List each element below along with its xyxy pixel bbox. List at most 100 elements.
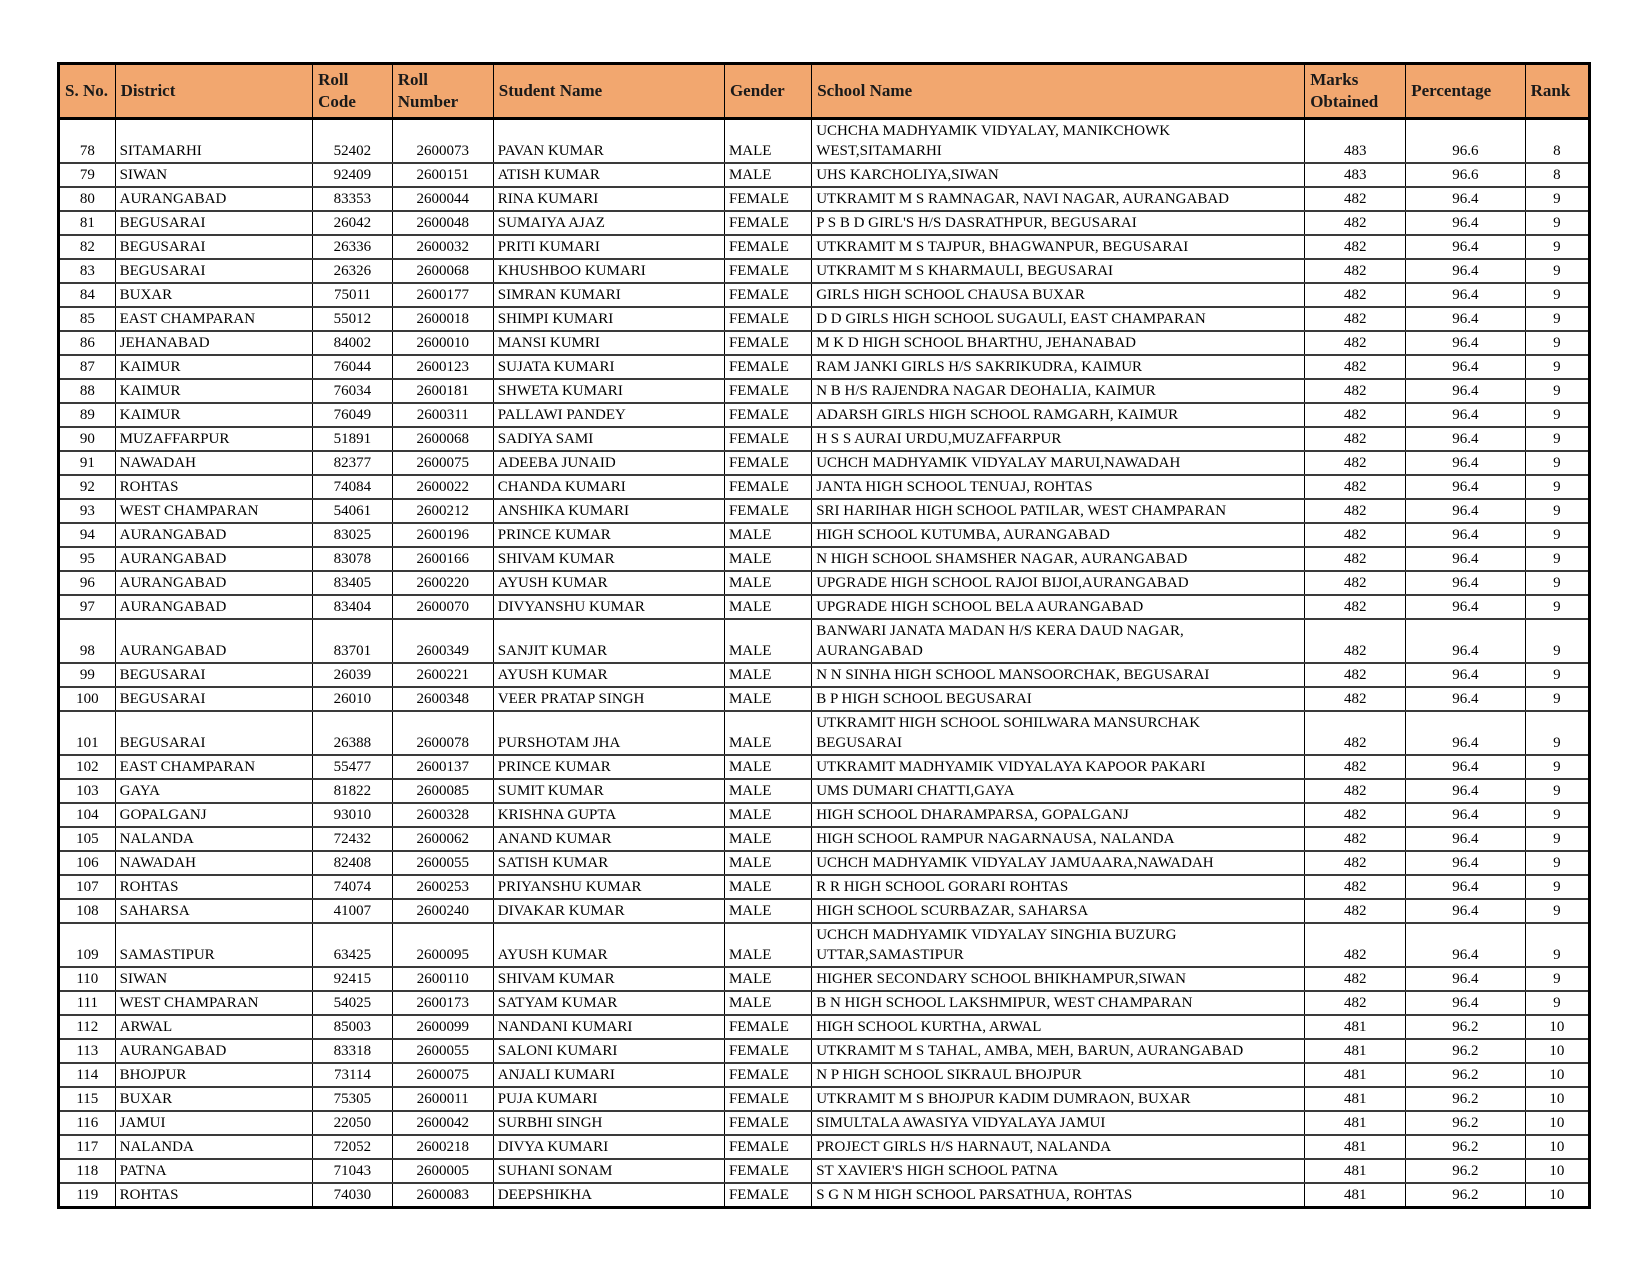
cell-roll_code: 83025 (312, 522, 393, 548)
cell-rank: 9 (1524, 426, 1591, 452)
cell-student_name: DIVYANSHU KUMAR (492, 594, 725, 620)
cell-sno: 119 (58, 1182, 116, 1209)
cell-roll_number: 2600032 (391, 234, 494, 260)
cell-sno: 86 (58, 330, 116, 356)
cell-marks: 482 (1304, 330, 1407, 356)
cell-sno: 85 (58, 306, 116, 332)
cell-gender: FEMALE (723, 306, 813, 332)
cell-district: JAMUI (114, 1110, 314, 1136)
cell-student_name: SHIVAM KUMAR (492, 966, 725, 992)
cell-school_name: N P HIGH SCHOOL SIKRAUL BHOJPUR (811, 1062, 1306, 1088)
cell-marks: 482 (1304, 618, 1407, 664)
cell-gender: FEMALE (723, 1014, 813, 1040)
cell-roll_code: 74074 (312, 874, 393, 900)
cell-rank: 9 (1524, 522, 1591, 548)
cell-district: GOPALGANJ (114, 802, 314, 828)
cell-percentage: 96.2 (1405, 1086, 1526, 1112)
cell-roll_code: 26336 (312, 234, 393, 260)
cell-student_name: ANJALI KUMARI (492, 1062, 725, 1088)
cell-percentage: 96.2 (1405, 1062, 1526, 1088)
cell-roll_number: 2600099 (391, 1014, 494, 1040)
cell-sno: 102 (58, 754, 116, 780)
cell-school_name: HIGH SCHOOL KURTHA, ARWAL (811, 1014, 1306, 1040)
cell-district: BHOJPUR (114, 1062, 314, 1088)
table-header: S. No. District Roll Code Roll Number St… (58, 63, 1591, 120)
cell-school_name: RAM JANKI GIRLS H/S SAKRIKUDRA, KAIMUR (811, 354, 1306, 380)
cell-sno: 87 (58, 354, 116, 380)
cell-roll_code: 55477 (312, 754, 393, 780)
cell-sno: 89 (58, 402, 116, 428)
cell-sno: 109 (58, 922, 116, 968)
header-roll-number: Roll Number (391, 63, 494, 120)
cell-percentage: 96.4 (1405, 354, 1526, 380)
cell-district: NALANDA (114, 826, 314, 852)
cell-sno: 93 (58, 498, 116, 524)
cell-school_name: N B H/S RAJENDRA NAGAR DEOHALIA, KAIMUR (811, 378, 1306, 404)
cell-student_name: VEER PRATAP SINGH (492, 686, 725, 712)
cell-roll_code: 72052 (312, 1134, 393, 1160)
cell-marks: 482 (1304, 282, 1407, 308)
cell-marks: 482 (1304, 570, 1407, 596)
cell-gender: FEMALE (723, 1158, 813, 1184)
cell-sno: 111 (58, 990, 116, 1016)
cell-roll_code: 82377 (312, 450, 393, 476)
cell-gender: FEMALE (723, 402, 813, 428)
cell-roll_code: 83404 (312, 594, 393, 620)
cell-gender: MALE (723, 522, 813, 548)
cell-gender: FEMALE (723, 474, 813, 500)
cell-sno: 99 (58, 662, 116, 688)
cell-sno: 103 (58, 778, 116, 804)
cell-roll_code: 26039 (312, 662, 393, 688)
cell-student_name: ADEEBA JUNAID (492, 450, 725, 476)
cell-district: AURANGABAD (114, 186, 314, 212)
cell-rank: 10 (1524, 1062, 1591, 1088)
cell-percentage: 96.4 (1405, 922, 1526, 968)
cell-district: BEGUSARAI (114, 662, 314, 688)
cell-sno: 95 (58, 546, 116, 572)
cell-percentage: 96.4 (1405, 686, 1526, 712)
cell-school_name: UTKRAMIT M S TAJPUR, BHAGWANPUR, BEGUSAR… (811, 234, 1306, 260)
cell-rank: 9 (1524, 990, 1591, 1016)
cell-school_name: ST XAVIER'S HIGH SCHOOL PATNA (811, 1158, 1306, 1184)
cell-rank: 9 (1524, 618, 1591, 664)
table-row: 119 ROHTAS 74030 2600083 DEEPSHIKHA FEMALE S G… (58, 1182, 1591, 1209)
cell-rank: 9 (1524, 662, 1591, 688)
cell-roll_number: 2600055 (391, 850, 494, 876)
cell-school_name: B N HIGH SCHOOL LAKSHMIPUR, WEST CHAMPAR… (811, 990, 1306, 1016)
cell-rank: 10 (1524, 1110, 1591, 1136)
cell-district: WEST CHAMPARAN (114, 990, 314, 1016)
cell-gender: FEMALE (723, 1062, 813, 1088)
table-row: 78 SITAMARHI 52402 2600073 PAVAN KUMAR MALE UC… (58, 117, 1591, 164)
header-student-name: Student Name (492, 63, 725, 120)
header-row: S. No. District Roll Code Roll Number St… (58, 63, 1591, 120)
table-row: 88 KAIMUR 76034 2600181 SHWETA KUMARI FEMALE N… (58, 378, 1591, 404)
cell-percentage: 96.2 (1405, 1158, 1526, 1184)
cell-rank: 9 (1524, 778, 1591, 804)
cell-sno: 98 (58, 618, 116, 664)
table-row: 90 MUZAFFARPUR 51891 2600068 SADIYA SAMI FEMA… (58, 426, 1591, 452)
table-row: 104 GOPALGANJ 93010 2600328 KRISHNA GUPTA MAL… (58, 802, 1591, 828)
cell-district: ROHTAS (114, 1182, 314, 1209)
cell-roll_code: 83701 (312, 618, 393, 664)
table-row: 118 PATNA 71043 2600005 SUHANI SONAM FEMALE ST… (58, 1158, 1591, 1184)
cell-school_name: JANTA HIGH SCHOOL TENUAJ, ROHTAS (811, 474, 1306, 500)
cell-school_name: UTKRAMIT M S BHOJPUR KADIM DUMRAON, BUXA… (811, 1086, 1306, 1112)
cell-marks: 483 (1304, 117, 1407, 164)
cell-district: PATNA (114, 1158, 314, 1184)
cell-roll_number: 2600075 (391, 1062, 494, 1088)
cell-school_name: UPGRADE HIGH SCHOOL RAJOI BIJOI,AURANGAB… (811, 570, 1306, 596)
cell-student_name: SUMAIYA AJAZ (492, 210, 725, 236)
cell-gender: MALE (723, 802, 813, 828)
header-gender: Gender (723, 63, 813, 120)
cell-rank: 10 (1524, 1038, 1591, 1064)
cell-roll_number: 2600075 (391, 450, 494, 476)
cell-roll_code: 22050 (312, 1110, 393, 1136)
cell-sno: 82 (58, 234, 116, 260)
cell-percentage: 96.4 (1405, 234, 1526, 260)
cell-district: BUXAR (114, 1086, 314, 1112)
cell-school_name: HIGH SCHOOL KUTUMBA, AURANGABAD (811, 522, 1306, 548)
cell-student_name: SURBHI SINGH (492, 1110, 725, 1136)
cell-student_name: AYUSH KUMAR (492, 570, 725, 596)
table-row: 100 BEGUSARAI 26010 2600348 VEER PRATAP SING… (58, 686, 1591, 712)
cell-student_name: SUJATA KUMARI (492, 354, 725, 380)
